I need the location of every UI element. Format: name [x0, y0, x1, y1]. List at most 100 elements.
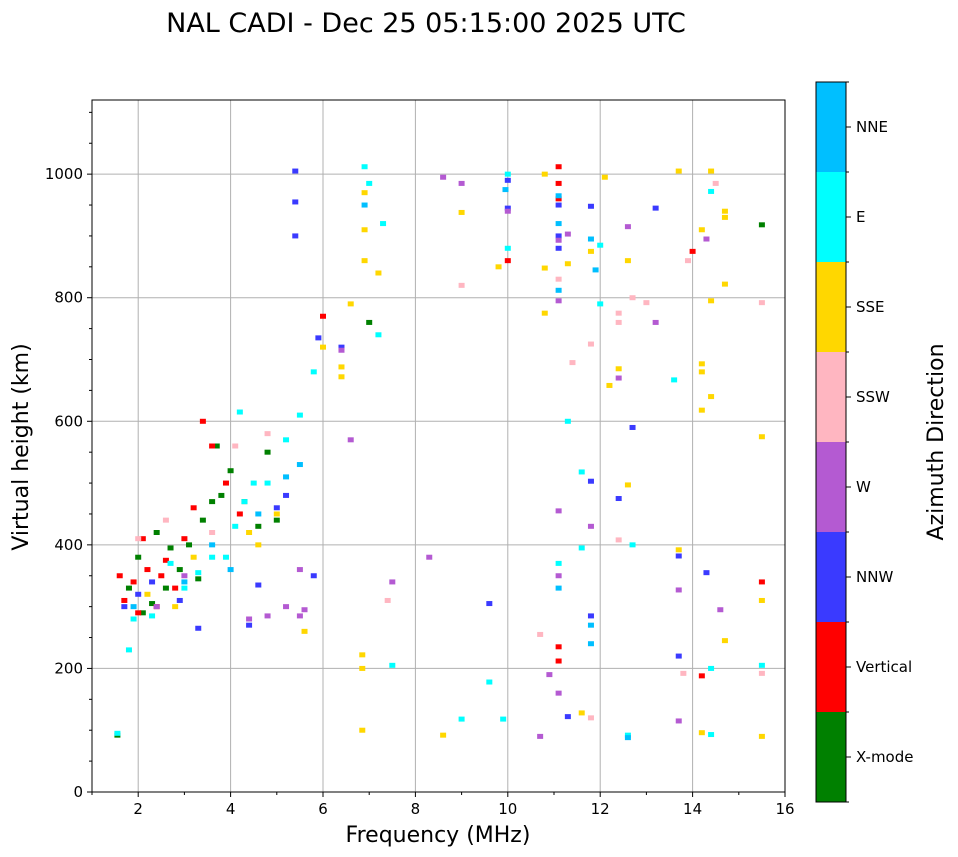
data-point-nne — [130, 604, 137, 610]
data-point-sse — [601, 174, 608, 180]
data-point-w — [546, 672, 553, 678]
data-point-sse — [606, 382, 613, 388]
colorbar-segment — [816, 262, 846, 352]
data-point-w — [389, 579, 396, 585]
data-point-x-mode — [255, 523, 262, 529]
data-point-e — [458, 716, 465, 722]
x-tick-label: 16 — [775, 800, 794, 818]
colorbar-segment — [816, 172, 846, 262]
data-point-x-mode — [758, 222, 765, 228]
data-point-nnw — [338, 344, 345, 350]
data-point-e — [236, 409, 243, 415]
data-point-e — [361, 164, 368, 170]
y-axis-label: Virtual height (km) — [9, 343, 34, 550]
x-tick-label: 8 — [411, 800, 421, 818]
data-point-ssw — [629, 295, 636, 301]
colorbar: X-mode Vertical NNW W SSW SSE E NNE — [815, 81, 913, 803]
data-point-w — [703, 236, 710, 242]
data-point-sse — [624, 482, 631, 488]
data-point-sse — [440, 732, 447, 738]
data-point-nne — [502, 187, 509, 193]
data-point-e — [389, 662, 396, 668]
data-point-vertical — [698, 673, 705, 679]
data-point-w — [264, 613, 271, 619]
data-point-sse — [359, 727, 366, 733]
x-tick-label: 14 — [683, 800, 702, 818]
data-point-vertical — [199, 418, 206, 424]
data-point-e — [500, 716, 507, 722]
grid — [92, 100, 786, 793]
data-point-sse — [564, 261, 571, 267]
data-point-sse — [361, 190, 368, 196]
data-point-nnw — [587, 613, 594, 619]
data-point-e — [296, 412, 303, 418]
data-point-nnw — [135, 591, 142, 597]
data-point-sse — [698, 407, 705, 413]
data-point-w — [426, 554, 433, 560]
data-point-sse — [359, 652, 366, 658]
data-point-e — [708, 732, 715, 738]
data-point-w — [564, 231, 571, 237]
data-point-nne — [361, 202, 368, 208]
data-point-x-mode — [264, 449, 271, 455]
data-point-nnw — [555, 202, 562, 208]
colorbar-segment — [816, 82, 846, 172]
data-point-w — [555, 573, 562, 579]
data-point-nne — [283, 474, 290, 480]
colorbar-segment — [816, 622, 846, 712]
data-point-nnw — [675, 553, 682, 559]
data-point-e — [241, 499, 248, 505]
data-point-nne — [555, 585, 562, 591]
data-point-nne — [181, 579, 188, 585]
data-point-sse — [359, 665, 366, 671]
data-point-ssw — [615, 319, 622, 325]
data-point-sse — [721, 214, 728, 220]
data-point-sse — [172, 604, 179, 610]
data-point-sse — [361, 258, 368, 264]
data-point-nne — [587, 641, 594, 647]
data-point-nnw — [504, 177, 511, 183]
data-point-sse — [338, 374, 345, 380]
y-tick-label: 400 — [54, 536, 83, 554]
data-point-ssw — [712, 180, 719, 186]
data-point-sse — [273, 511, 280, 517]
colorbar-label: SSW — [856, 388, 890, 406]
data-point-e — [375, 332, 382, 338]
data-point-w — [587, 523, 594, 529]
data-point-vertical — [121, 597, 128, 603]
data-point-nnw — [315, 335, 322, 341]
data-point-nne — [255, 511, 262, 517]
data-point-nnw — [292, 233, 299, 239]
data-point-ssw — [684, 258, 691, 264]
data-point-sse — [361, 227, 368, 233]
data-point-sse — [587, 248, 594, 254]
data-point-sse — [347, 301, 354, 307]
data-point-e — [149, 613, 156, 619]
data-point-sse — [615, 366, 622, 372]
data-point-x-mode — [227, 468, 234, 474]
data-point-e — [380, 221, 387, 227]
data-point-vertical — [758, 579, 765, 585]
data-point-w — [555, 237, 562, 243]
data-point-w — [296, 567, 303, 573]
data-point-x-mode — [153, 530, 160, 535]
data-point-ssw — [587, 341, 594, 347]
y-tick-label: 200 — [54, 659, 83, 677]
x-tick-label: 6 — [318, 800, 328, 818]
data-point-vertical — [555, 164, 562, 170]
data-point-sse — [698, 361, 705, 367]
data-point-ssw — [232, 443, 239, 449]
data-point-w — [283, 604, 290, 610]
data-point-ssw — [615, 310, 622, 316]
data-point-w — [504, 208, 511, 214]
data-point-sse — [721, 638, 728, 644]
data-point-sse — [495, 264, 502, 270]
colorbar-title: Azimuth Direction — [924, 343, 949, 540]
data-point-e — [114, 730, 121, 736]
data-point-w — [615, 375, 622, 381]
x-axis-label: Frequency (MHz) — [346, 823, 531, 848]
data-point-sse — [758, 434, 765, 440]
data-point-vertical — [181, 536, 188, 542]
data-point-vertical — [135, 610, 142, 616]
